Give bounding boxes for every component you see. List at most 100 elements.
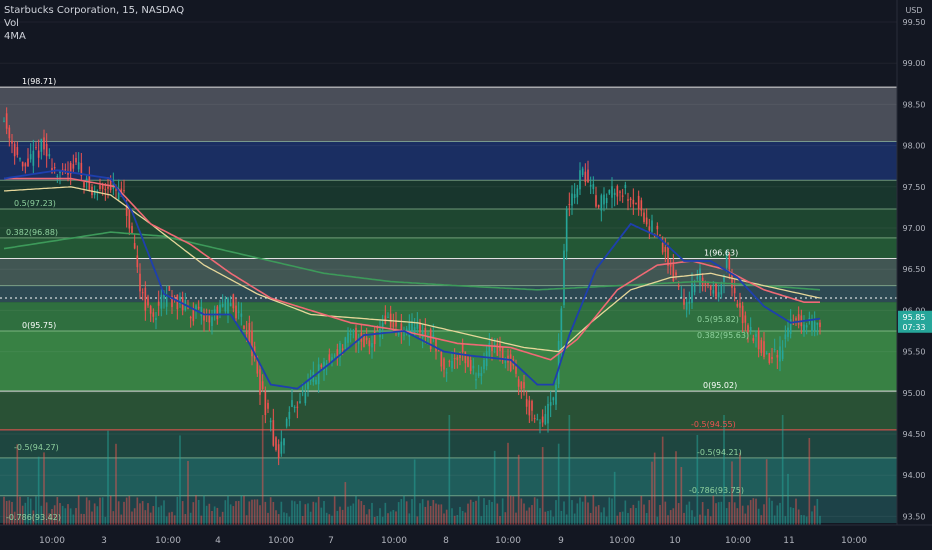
candle-body: [245, 331, 248, 335]
volume-bar: [563, 501, 565, 525]
volume-bar: [808, 437, 811, 525]
volume-bar: [397, 502, 400, 525]
candle-body: [355, 327, 357, 343]
volume-bar: [747, 505, 749, 525]
volume-bar: [749, 500, 752, 525]
volume-bar: [411, 499, 413, 525]
volume-bar: [56, 497, 59, 525]
candle-body: [64, 169, 67, 171]
candle-body: [725, 253, 728, 268]
volume-bar: [339, 506, 341, 525]
volume-bar: [344, 482, 347, 525]
volume-bar: [291, 500, 293, 525]
candle-body: [176, 294, 179, 310]
candle-body: [469, 360, 472, 371]
candle-body: [336, 349, 339, 360]
candle-body: [504, 358, 507, 363]
volume-bar: [509, 495, 512, 525]
volume-bar: [43, 452, 45, 525]
volume-bar: [88, 500, 91, 525]
candle-body: [285, 418, 288, 427]
candle-body: [467, 356, 469, 367]
volume-bar: [269, 497, 272, 525]
candle-body: [659, 235, 661, 237]
volume-bar: [603, 507, 605, 525]
candle-body: [728, 254, 731, 270]
volume-bar: [163, 500, 165, 525]
fib-zone-11: [0, 457, 897, 496]
volume-bar: [219, 516, 221, 525]
volume-bar: [128, 496, 131, 525]
volume-bar: [581, 501, 584, 525]
volume-bar: [405, 501, 408, 525]
volume-bar: [347, 506, 349, 525]
volume-bar: [555, 500, 557, 525]
volume-indicator-label[interactable]: Vol: [4, 18, 19, 29]
volume-bar: [659, 504, 661, 525]
candle-body: [211, 317, 213, 327]
volume-bar: [424, 506, 427, 525]
ma-yellow-line: [3, 186, 821, 353]
candle-body: [691, 283, 693, 303]
fib-zone-0: [0, 87, 897, 142]
candle-body: [576, 188, 579, 198]
volume-bar: [595, 506, 597, 525]
volume-bar: [696, 434, 699, 525]
volume-bar: [805, 516, 808, 525]
volume-bar: [357, 499, 360, 525]
candle-body: [707, 281, 709, 285]
volume-bar: [672, 508, 675, 525]
volume-bar: [184, 514, 187, 525]
candle-body: [568, 203, 571, 205]
fib-label-session-2: -0.5(94.55): [691, 420, 736, 429]
volume-bar: [760, 515, 763, 525]
candle-body: [627, 199, 629, 201]
candle-body: [696, 276, 699, 280]
fib-zone-10: [0, 429, 897, 458]
candle-body: [144, 287, 147, 311]
volume-bar: [299, 500, 301, 525]
candle-body: [451, 360, 453, 369]
ma-indicator-label[interactable]: 4MA: [4, 31, 26, 42]
volume-bar: [691, 510, 693, 525]
volume-bar: [61, 505, 64, 525]
candle-body: [587, 169, 589, 183]
time-axis: 10:00 3 10:00 4 10:00 7 10:00 8 10:00 9 10:00 10 10:…: [0, 524, 932, 550]
candle-body: [675, 272, 677, 276]
candle-body: [779, 346, 781, 362]
candle-body: [459, 353, 461, 359]
volume-bar: [720, 501, 723, 525]
volume-bar: [723, 415, 725, 525]
candle-body: [672, 263, 675, 281]
volume-bar: [77, 495, 80, 525]
fib-label-session-1: -0.5(94.27): [14, 443, 59, 452]
volume-bar: [157, 507, 160, 525]
candle-body: [203, 312, 205, 321]
volume-bar: [600, 512, 603, 525]
candle-body: [755, 334, 757, 337]
volume-bar: [552, 516, 555, 525]
candle-body: [541, 416, 544, 423]
candle-body: [557, 340, 560, 384]
volume-bar: [613, 471, 616, 525]
volume-bar: [715, 503, 717, 525]
candle-body: [136, 255, 139, 268]
volume-bar: [336, 510, 339, 525]
volume-bar: [752, 498, 755, 525]
candle-body: [403, 334, 405, 336]
volume-bar: [771, 500, 773, 525]
candle-body: [611, 186, 613, 198]
fib-zone-4: [0, 237, 897, 259]
candle-body: [731, 274, 733, 288]
candle-body: [424, 328, 427, 337]
volume-bar: [765, 459, 768, 525]
price-tick-label: 94.50: [903, 430, 926, 439]
volume-bar: [512, 496, 515, 525]
time-tick-label: 9: [558, 536, 564, 546]
candle-body: [429, 329, 432, 350]
volume-bar: [531, 505, 533, 525]
volume-bar: [725, 508, 728, 525]
volume-bar: [819, 515, 821, 525]
volume-bar: [267, 512, 269, 525]
